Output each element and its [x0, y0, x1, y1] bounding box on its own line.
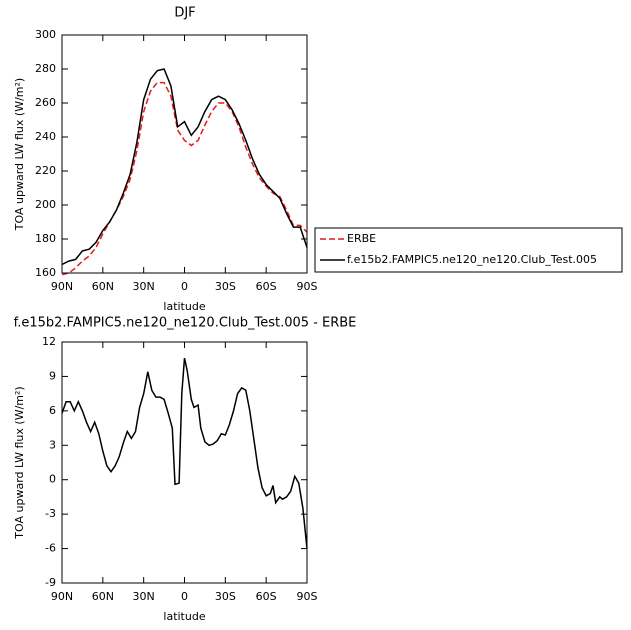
y-tick-label: 260 — [35, 96, 56, 109]
x-tick-label: 60N — [92, 590, 114, 603]
y-tick-label: 220 — [35, 164, 56, 177]
plot-frame — [61, 341, 308, 584]
x-tick-label: 90S — [297, 280, 318, 293]
legend-box — [314, 227, 623, 273]
x-tick-label: 60S — [256, 590, 277, 603]
y-tick-label: 240 — [35, 130, 56, 143]
y-axis-label: TOA upward LW flux (W/m²) — [13, 386, 26, 539]
y-tick-label: 300 — [35, 28, 56, 41]
x-tick-label: 90N — [51, 590, 73, 603]
x-tick-label: 90S — [297, 590, 318, 603]
data-line — [61, 81, 308, 276]
chart-title: DJF — [174, 6, 195, 21]
x-tick-label: 60S — [256, 280, 277, 293]
y-tick-label: 200 — [35, 198, 56, 211]
y-tick-label: 0 — [49, 473, 56, 486]
y-tick-label: 6 — [49, 404, 56, 417]
y-tick-label: -9 — [45, 576, 56, 589]
data-line — [61, 357, 308, 549]
y-tick-label: 3 — [49, 438, 56, 451]
y-tick-label: 180 — [35, 232, 56, 245]
y-tick-label: 280 — [35, 62, 56, 75]
x-tick-label: 90N — [51, 280, 73, 293]
x-tick-label: 30S — [215, 280, 236, 293]
x-axis-label: latitude — [163, 300, 205, 313]
x-tick-label: 0 — [181, 590, 188, 603]
y-tick-label: 9 — [49, 369, 56, 382]
y-tick-label: -3 — [45, 507, 56, 520]
x-tick-label: 30S — [215, 590, 236, 603]
y-tick-label: -6 — [45, 542, 56, 555]
x-tick-label: 30N — [133, 590, 155, 603]
x-tick-label: 60N — [92, 280, 114, 293]
x-axis-label: latitude — [163, 610, 205, 623]
legend-label: f.e15b2.FAMPIC5.ne120_ne120.Club_Test.00… — [347, 253, 597, 266]
x-tick-label: 30N — [133, 280, 155, 293]
y-tick-label: 160 — [35, 266, 56, 279]
chart-title: f.e15b2.FAMPIC5.ne120_ne120.Club_Test.00… — [14, 316, 357, 331]
y-tick-label: 12 — [42, 335, 56, 348]
data-line — [61, 68, 308, 266]
plot-frame — [61, 34, 308, 274]
x-tick-label: 0 — [181, 280, 188, 293]
y-axis-label: TOA upward LW flux (W/m²) — [13, 78, 26, 231]
legend-label: ERBE — [347, 232, 376, 245]
